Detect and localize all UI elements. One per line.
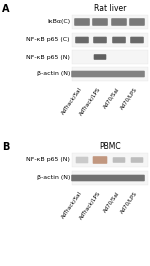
- Text: A: A: [2, 4, 9, 14]
- FancyBboxPatch shape: [71, 175, 145, 181]
- Bar: [72, 171, 148, 185]
- Text: AdTrack/LPS: AdTrack/LPS: [78, 86, 101, 116]
- Text: NF-κB p65 (N): NF-κB p65 (N): [26, 157, 70, 163]
- FancyBboxPatch shape: [130, 37, 144, 43]
- Text: PBMC: PBMC: [99, 142, 121, 151]
- FancyBboxPatch shape: [75, 37, 89, 43]
- Text: AdTrack/Sal: AdTrack/Sal: [61, 86, 83, 115]
- Text: AdTrack/Sal: AdTrack/Sal: [61, 190, 83, 219]
- Text: β-actin (N): β-actin (N): [37, 176, 70, 181]
- Text: B: B: [2, 142, 9, 152]
- Text: IκBα(C): IκBα(C): [47, 19, 70, 24]
- FancyBboxPatch shape: [71, 71, 145, 77]
- FancyBboxPatch shape: [111, 18, 127, 26]
- Bar: [72, 15, 148, 29]
- Text: AdTrack/LPS: AdTrack/LPS: [78, 190, 101, 220]
- Text: NF-κB p65 (C): NF-κB p65 (C): [27, 38, 70, 43]
- Bar: [72, 50, 148, 64]
- Text: β-actin (N): β-actin (N): [37, 72, 70, 77]
- FancyBboxPatch shape: [93, 37, 107, 43]
- FancyBboxPatch shape: [113, 157, 125, 163]
- Bar: [72, 67, 148, 81]
- Text: Ad70/Sal: Ad70/Sal: [102, 86, 120, 109]
- Text: Rat liver: Rat liver: [94, 4, 126, 13]
- Text: NF-κB p65 (N): NF-κB p65 (N): [26, 55, 70, 60]
- FancyBboxPatch shape: [94, 54, 106, 60]
- FancyBboxPatch shape: [74, 18, 90, 26]
- Text: Ad70/LPS: Ad70/LPS: [119, 86, 138, 110]
- Bar: [72, 33, 148, 47]
- Bar: [72, 153, 148, 167]
- FancyBboxPatch shape: [131, 157, 143, 163]
- Text: Ad70/LPS: Ad70/LPS: [119, 190, 138, 214]
- Text: Ad70/Sal: Ad70/Sal: [102, 190, 120, 213]
- FancyBboxPatch shape: [92, 18, 108, 26]
- FancyBboxPatch shape: [76, 157, 88, 163]
- FancyBboxPatch shape: [129, 18, 145, 26]
- FancyBboxPatch shape: [93, 156, 107, 164]
- FancyBboxPatch shape: [112, 37, 126, 43]
